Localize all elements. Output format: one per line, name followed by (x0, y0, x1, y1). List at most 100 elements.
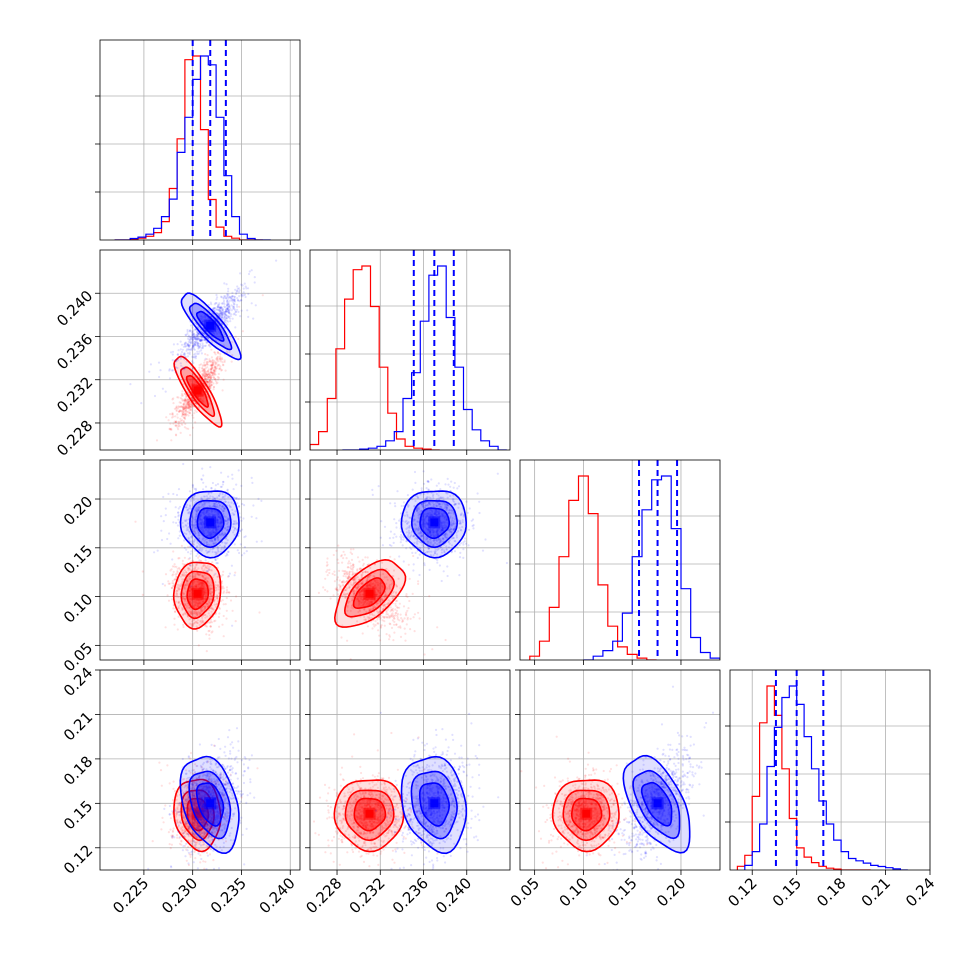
sample-point (389, 616, 392, 619)
sample-point (204, 485, 208, 488)
sample-point (201, 608, 204, 611)
sample-point (434, 511, 437, 514)
sample-point (200, 609, 203, 613)
sample-point (214, 367, 217, 370)
sample-point (211, 367, 214, 370)
sample-point (207, 371, 210, 375)
sample-point (215, 380, 218, 383)
sample-point (208, 382, 211, 385)
sample-point (212, 513, 215, 517)
sample-point (472, 527, 475, 530)
sample-point (354, 586, 357, 589)
sample-point (384, 615, 387, 618)
sample-point (212, 502, 215, 505)
sample-point (232, 305, 236, 308)
sample-point (181, 413, 184, 416)
sample-point (197, 531, 201, 534)
sample-point (443, 551, 446, 554)
sample-point (205, 341, 208, 344)
sample-point (223, 294, 226, 298)
sample-point (214, 553, 217, 556)
sample-point (195, 546, 198, 549)
sample-point (194, 342, 197, 345)
sample-point (206, 382, 209, 385)
sample-point (217, 306, 220, 309)
panel-1-1 (305, 249, 511, 455)
sample-point (191, 333, 194, 336)
sample-point (368, 602, 371, 605)
sample-point (207, 612, 210, 615)
sample-point (357, 599, 360, 602)
sample-point (191, 612, 194, 616)
sample-point (181, 406, 184, 409)
sample-point (368, 576, 371, 579)
sample-point (216, 596, 219, 600)
sample-point (227, 316, 231, 319)
sample-point (352, 590, 355, 594)
sample-point (196, 331, 200, 335)
sample-point (195, 621, 199, 625)
sample-point (226, 304, 229, 307)
sample-point (210, 621, 214, 624)
sample-point (424, 498, 427, 501)
sample-point (179, 409, 182, 413)
sample-point (201, 525, 204, 528)
sample-point (364, 570, 367, 573)
sample-point (196, 338, 199, 341)
sample-point (204, 373, 207, 376)
sample-point (388, 616, 391, 619)
sample-point (346, 606, 349, 609)
sample-point (201, 526, 204, 529)
sample-point (189, 601, 192, 604)
sample-point (254, 304, 257, 307)
sample-point (422, 535, 425, 538)
sample-point (183, 352, 186, 355)
sample-point (222, 591, 225, 595)
sample-point (219, 312, 222, 315)
sample-point (223, 316, 226, 319)
sample-point (183, 597, 186, 600)
sample-point (215, 503, 219, 506)
sample-point (211, 550, 214, 554)
sample-point (445, 507, 449, 510)
sample-point (361, 599, 364, 602)
sample-point (189, 341, 192, 344)
sample-point (224, 500, 227, 503)
sample-point (205, 341, 208, 345)
sample-point (219, 308, 222, 311)
sample-point (199, 581, 202, 584)
sample-point (180, 544, 183, 548)
sample-point (448, 528, 451, 531)
sample-point (221, 310, 224, 313)
sample-point (234, 288, 237, 291)
sample-point (191, 367, 195, 370)
sample-point (201, 330, 204, 333)
sample-point (204, 357, 207, 360)
sample-point (201, 528, 204, 532)
sample-point (199, 601, 202, 604)
sample-point (179, 397, 182, 400)
sample-point (194, 532, 197, 535)
sample-point (185, 570, 188, 574)
sample-point (371, 608, 374, 611)
sample-point (182, 408, 185, 411)
sample-point (186, 344, 189, 347)
sample-point (357, 586, 360, 589)
sample-point (169, 500, 172, 503)
sample-point (183, 405, 186, 409)
contour-blue (195, 310, 225, 342)
sample-point (216, 375, 219, 379)
sample-point (437, 528, 440, 532)
sample-point (325, 564, 328, 567)
sample-point (205, 549, 208, 552)
sample-point (344, 596, 347, 600)
sample-point (209, 533, 213, 536)
sample-point (177, 601, 180, 605)
sample-point (405, 594, 408, 598)
sample-point (186, 405, 189, 408)
sample-point (183, 413, 187, 416)
sample-point (191, 333, 195, 336)
sample-point (189, 590, 192, 593)
sample-point (190, 349, 193, 352)
sample-point (208, 373, 211, 376)
